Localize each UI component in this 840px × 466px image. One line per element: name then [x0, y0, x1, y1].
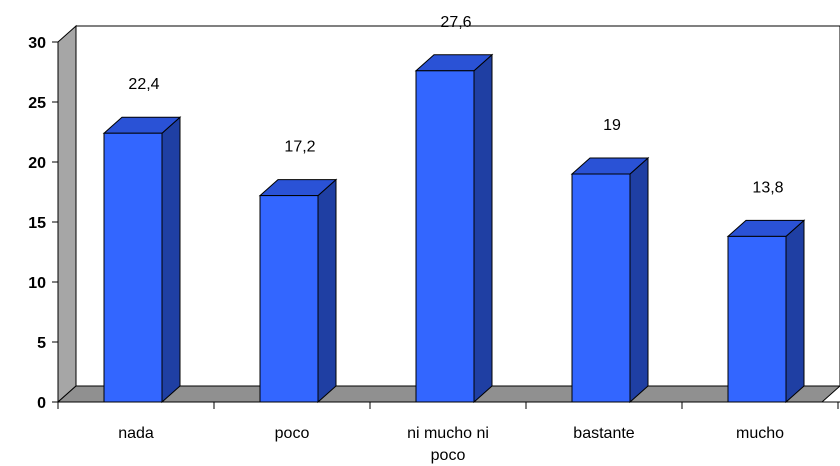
bar-front-face [571, 173, 631, 403]
side-wall [57, 24, 77, 404]
bar [570, 156, 650, 404]
data-label: 22,4 [128, 76, 159, 93]
x-category-label: nada [118, 425, 154, 442]
data-label: 19 [603, 117, 621, 134]
y-tick-label: 5 [37, 335, 46, 352]
y-tick-label: 30 [28, 35, 46, 52]
bar [414, 53, 494, 404]
y-tick-label: 25 [28, 95, 46, 112]
x-category-label: ni mucho ni poco [407, 425, 489, 464]
y-tick-label: 15 [28, 215, 46, 232]
bar-side-face [317, 178, 337, 404]
data-label: 27,6 [440, 14, 471, 31]
x-category-label: bastante [573, 425, 634, 442]
y-tick-label: 20 [28, 155, 46, 172]
data-label: 17,2 [284, 139, 315, 156]
y-tick-label: 0 [37, 395, 46, 412]
y-axis: 0 5 10 15 20 25 30 [28, 35, 59, 412]
bar-side-face [473, 53, 493, 404]
bar-side-face [785, 219, 805, 404]
bar-front-face [727, 235, 787, 403]
x-category-label: poco [275, 425, 310, 442]
bar-front-face [259, 195, 319, 403]
x-axis: nada poco ni mucho ni poco bastante mucho [57, 401, 840, 464]
data-label: 13,8 [752, 179, 783, 196]
bar-front-face [103, 132, 163, 403]
y-tick-label: 10 [28, 275, 46, 292]
bar [726, 219, 806, 404]
data-labels-group: 22,4 17,2 27,6 19 13,8 [128, 14, 783, 197]
x-category-label: mucho [736, 425, 784, 442]
bar-side-face [161, 116, 181, 404]
bar-side-face [629, 156, 649, 404]
bar [102, 116, 182, 404]
bar-front-face [415, 70, 475, 403]
bars-group [102, 53, 806, 404]
bar [258, 178, 338, 404]
